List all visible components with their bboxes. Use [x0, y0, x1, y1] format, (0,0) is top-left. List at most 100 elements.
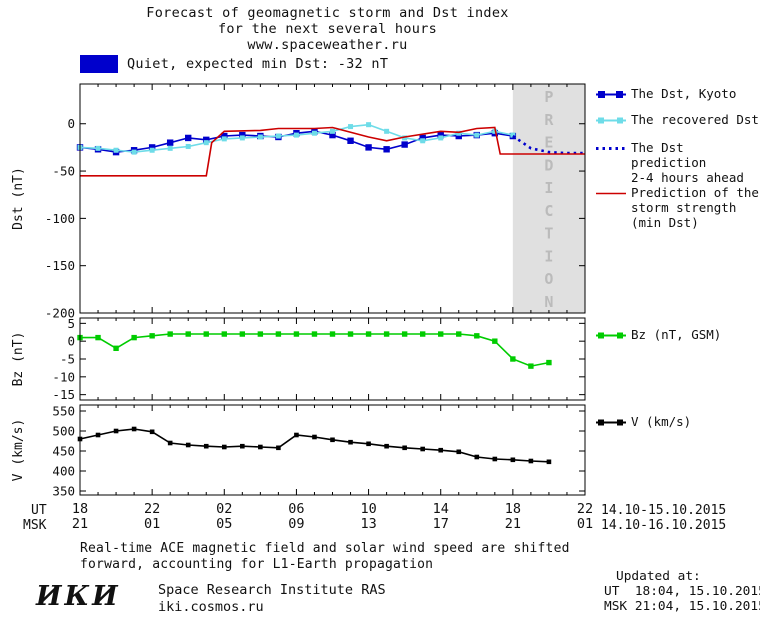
prediction-band-letter: C: [544, 202, 553, 220]
recovered-dst-marker: [456, 130, 462, 136]
bz-marker: [221, 331, 227, 337]
v-marker: [221, 444, 227, 450]
legend-item-dst-kyoto: The Dst, Kyoto: [595, 86, 736, 101]
v-marker: [131, 426, 137, 432]
legend-label-line: The recovered Dst: [631, 112, 759, 127]
dst-kyoto-marker: [401, 141, 408, 148]
v-marker: [330, 437, 335, 443]
y-tick-label: -5: [60, 352, 75, 367]
panel-frame: [79, 404, 586, 496]
v-marker: [312, 434, 317, 440]
bz-marker: [311, 331, 318, 337]
bz-marker: [203, 331, 209, 337]
title-line-1: Forecast of geomagnetic storm and Dst in…: [146, 5, 509, 21]
status-color-swatch: [80, 55, 118, 73]
msk-hour-label: 05: [216, 516, 232, 532]
bz-marker: [131, 334, 137, 341]
legend-label-line: Prediction of the: [631, 185, 759, 200]
y-tick-label: -15: [52, 387, 75, 402]
bz-marker: [239, 331, 246, 337]
v-marker: [294, 432, 299, 438]
page-title: Forecast of geomagnetic storm and Dst in…: [0, 5, 655, 53]
v-marker: [402, 445, 407, 451]
dst-prediction-series: [512, 134, 585, 155]
legend-label-line: Bz (nT, GSM): [631, 327, 722, 342]
y-tick-label: 5: [67, 316, 75, 331]
storm-status: Quiet, expected min Dst: -32 nT: [80, 55, 388, 73]
msk-hour-label: 01: [577, 516, 593, 532]
recovered-dst-legend-marker: [596, 117, 626, 124]
site-url: www.spaceweather.ru: [247, 37, 408, 53]
bz-marker: [510, 356, 516, 362]
bz-marker: [401, 331, 408, 337]
v-legend-marker: [596, 419, 626, 426]
updated-at-msk: MSK 21:04, 15.10.2015: [604, 599, 760, 614]
bz-marker: [456, 331, 462, 337]
updated-at-title: Updated at:: [616, 569, 701, 584]
recovered-dst-marker: [474, 132, 480, 138]
y-tick-label: 450: [52, 444, 75, 459]
panel-bz: 5 0 -5 -10 -15 Bz (nT): [11, 316, 586, 402]
dst-kyoto-marker: [166, 139, 174, 146]
footnote: Real-time ACE magnetic field and solar w…: [80, 541, 570, 572]
recovered-dst-marker: [113, 147, 119, 153]
msk-hour-label: 09: [288, 516, 304, 532]
bz-marker: [546, 359, 552, 366]
ut-hour-label: 02: [216, 501, 232, 517]
recovered-dst-marker: [167, 145, 173, 151]
legend-label: Prediction of the storm strength (min Ds…: [631, 185, 759, 230]
prediction-band-letter: N: [544, 293, 553, 311]
y-axis-label: V (km/s): [11, 419, 26, 482]
recovered-dst-marker: [221, 136, 227, 142]
msk-hour-label: 13: [360, 516, 376, 532]
bz-marker: [185, 331, 191, 337]
recovered-dst-marker: [293, 132, 299, 138]
legend-item-storm-strength: Prediction of the storm strength (min Ds…: [595, 185, 759, 230]
recovered-dst-marker: [239, 135, 245, 141]
recovered-dst-marker: [402, 135, 408, 141]
bz-legend-marker: [596, 332, 626, 339]
v-marker: [528, 458, 534, 464]
v-marker: [492, 456, 498, 462]
dst-kyoto-marker: [185, 134, 192, 142]
y-tick-label: 0: [67, 116, 75, 131]
recovered-dst-marker: [131, 149, 137, 155]
ut-row-label: UT: [31, 503, 47, 518]
footnote-line-2: forward, accounting for L1-Earth propaga…: [80, 556, 434, 572]
storm-strength-legend-marker: [596, 192, 626, 195]
recovered-dst-marker: [348, 124, 354, 130]
footnote-line-1: Real-time ACE magnetic field and solar w…: [80, 541, 570, 556]
legend-item-bz: Bz (nT, GSM): [595, 327, 721, 342]
v-marker: [546, 459, 552, 465]
ut-date-range: 14.10-15.10.2015: [601, 503, 727, 518]
recovered-dst-marker: [311, 130, 317, 136]
legend-label: The Dst, Kyoto: [631, 86, 736, 101]
bz-marker: [528, 363, 534, 369]
recovered-dst-marker: [149, 147, 155, 153]
prediction-band-letter: O: [544, 270, 553, 288]
prediction-band: [512, 84, 585, 313]
recovered-dst-marker: [203, 140, 209, 146]
recovered-dst-marker: [95, 145, 101, 151]
bz-marker: [149, 333, 155, 339]
prediction-band-letter: E: [544, 134, 553, 152]
bz-series: [80, 333, 550, 367]
msk-hour-label: 21: [72, 516, 88, 532]
prediction-band-letter: T: [544, 225, 553, 243]
dst-kyoto-marker: [148, 144, 156, 151]
y-axis-label: Dst (nT): [11, 167, 26, 230]
panel-frame: [79, 83, 586, 314]
recovered-dst-marker: [257, 134, 263, 140]
legend-item-recovered-dst: The recovered Dst: [595, 112, 759, 127]
ut-hour-label: 22: [144, 501, 160, 517]
y-tick-label: 500: [52, 424, 75, 439]
updated-at-ut: UT 18:04, 15.10.2015: [604, 584, 760, 599]
v-marker: [185, 442, 191, 448]
y-tick-label: -50: [52, 164, 75, 179]
y-tick-label: -100: [45, 211, 75, 226]
dst-kyoto-marker: [329, 131, 336, 139]
v-marker: [167, 440, 173, 446]
msk-hour-label: 01: [144, 516, 160, 532]
legend-item-dst-prediction: The Dst prediction 2-4 hours ahead: [595, 140, 760, 185]
